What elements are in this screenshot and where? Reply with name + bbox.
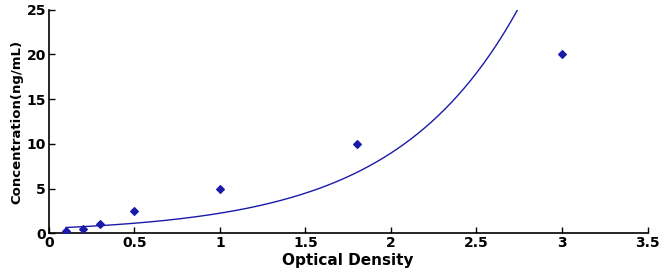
X-axis label: Optical Density: Optical Density bbox=[282, 253, 414, 268]
Y-axis label: Concentration(ng/mL): Concentration(ng/mL) bbox=[11, 39, 24, 203]
